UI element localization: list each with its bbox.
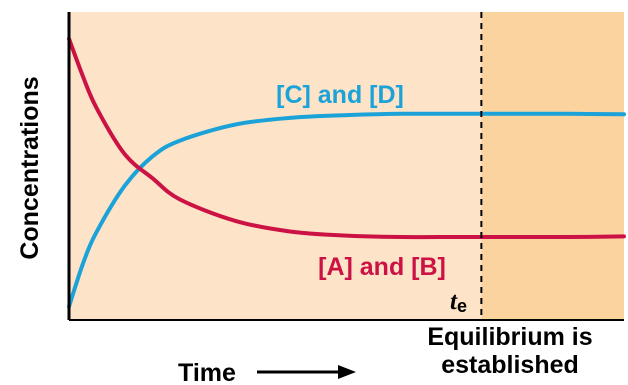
series-layer <box>67 36 626 309</box>
post-equilibrium-region <box>481 12 624 320</box>
time-arrow-icon <box>257 365 356 379</box>
equilibrium-time-symbol: t <box>450 288 458 315</box>
equilibrium-time-subscript: e <box>457 296 467 316</box>
series-line-0 <box>67 111 626 309</box>
series-line-1 <box>67 36 626 240</box>
equilibrium-note-line-1: Equilibrium is <box>427 323 592 351</box>
y-axis-label: Concentrations <box>16 76 44 259</box>
series-label-c-and-d: [C] and [D] <box>276 81 404 109</box>
series-label-a-and-b: [A] and [B] <box>318 253 446 281</box>
x-axis-label: Time <box>178 359 236 385</box>
equilibrium-note-line-2: established <box>441 351 579 379</box>
equilibrium-time-label: te <box>450 288 467 316</box>
